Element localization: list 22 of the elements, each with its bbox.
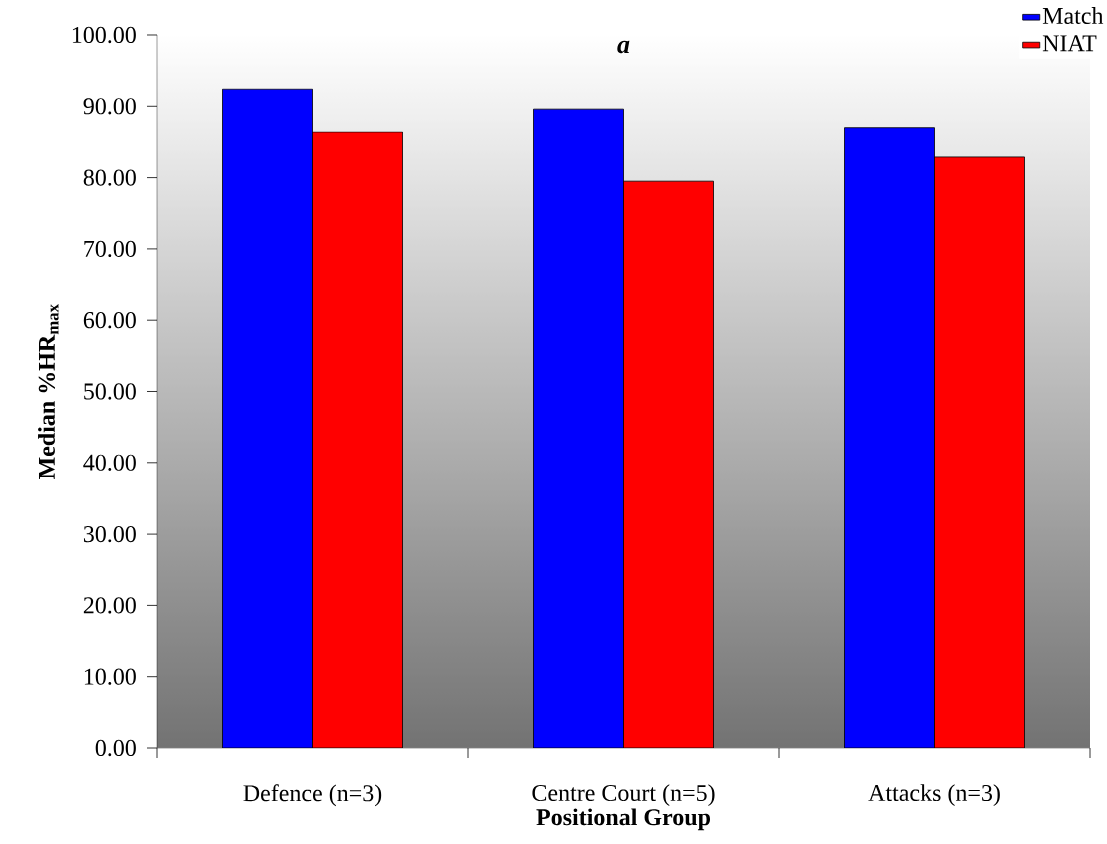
x-tick-label: Centre Court (n=5) (532, 784, 715, 806)
x-tick-label: Defence (n=3) (243, 784, 382, 807)
bar (623, 180, 714, 748)
y-tick-label: 90.00 (83, 98, 136, 115)
x-tick-label: Attacks (n=3) (868, 784, 1000, 806)
y-tick-label: 70.00 (84, 240, 136, 258)
y-tick-label: 0.00 (95, 739, 136, 757)
bar (934, 156, 1025, 748)
x-axis-title: Positional Group (536, 808, 711, 831)
y-tick-label: 100.00 (72, 26, 136, 44)
y-tick-label: 30.00 (83, 525, 136, 543)
y-tick-label: 60.00 (83, 312, 136, 329)
legend-label: NIAT (1042, 35, 1097, 52)
y-axis-title: Median %HR$_{max}$ (38, 304, 59, 480)
y-tick-label: 80.00 (83, 169, 136, 186)
y-tick-label: 50.00 (84, 383, 136, 400)
y-tick-label: 10.00 (84, 668, 136, 685)
y-tick-label: 40.00 (83, 454, 136, 471)
legend-label: Match (1042, 7, 1104, 24)
bar (312, 131, 403, 748)
chart-title: a (617, 40, 630, 54)
y-tick-label: 20.00 (83, 597, 136, 614)
